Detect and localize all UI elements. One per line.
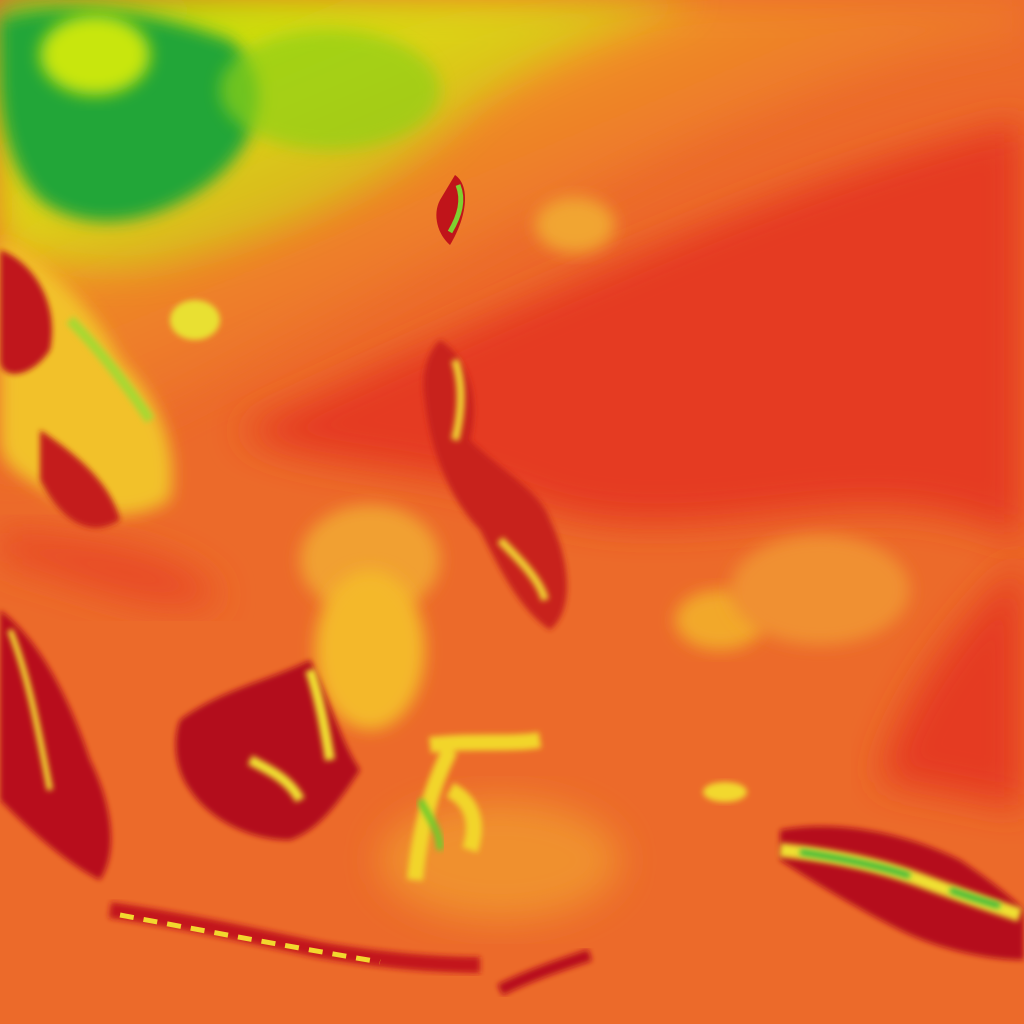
green-patch <box>220 30 440 150</box>
islet <box>703 782 747 802</box>
landmass-hot <box>40 430 120 528</box>
island-peaks <box>799 849 1001 909</box>
sea-patch <box>300 505 440 615</box>
warm-ocean-east <box>880 560 1024 810</box>
island-highland <box>7 628 53 791</box>
plateau-patch <box>40 15 150 95</box>
island-highland <box>416 798 444 851</box>
sea-patch <box>730 535 910 645</box>
island-highland <box>447 184 464 234</box>
island-chain <box>497 949 592 996</box>
warm-ocean-west <box>0 530 220 606</box>
sea-patch <box>315 570 425 730</box>
highland <box>66 316 155 423</box>
island-chain-peaks <box>119 912 381 965</box>
archipelago-highland <box>451 358 549 602</box>
sea-patch <box>380 800 620 920</box>
sea-patch <box>535 197 615 253</box>
island-borneo <box>175 660 360 840</box>
landmass-hot <box>0 250 52 374</box>
island-highland <box>247 668 335 803</box>
sea-patch <box>170 300 220 340</box>
